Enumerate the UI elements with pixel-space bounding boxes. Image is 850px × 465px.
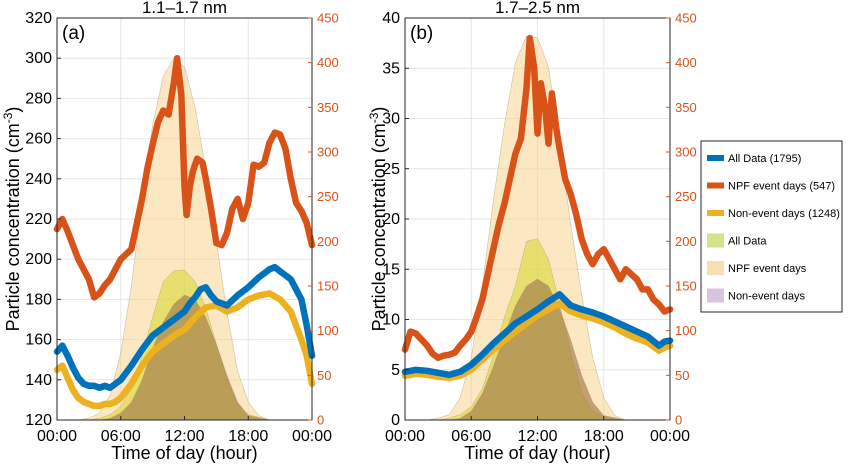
legend-label-npf-event-days-547-: NPF event days (547) [728,181,835,193]
legend-label-all-data-1795-: All Data (1795) [728,153,801,165]
panel-a: 120 140 160 180 200 220 240 260 280 300 320 0 50 100 1… [1,0,339,463]
y-tick-label-right: 0 [317,413,324,428]
x-tick-label: 00:00 [385,428,425,445]
panel-label: (b) [410,23,433,44]
y-tick-label-right: 400 [675,55,697,70]
y-tick-label-left: 0 [391,412,400,429]
legend-label-non-event-days: Non-event days [728,291,806,303]
y-tick-label-right: 400 [317,55,339,70]
legend-swatch-npf-event-days [707,261,724,275]
y-tick-label-right: 250 [675,189,697,204]
x-tick-label: 12:00 [517,428,557,445]
y-tick-label-left: 320 [25,10,52,27]
y-axis-label-superscript: -3 [1,112,15,123]
y-tick-label-right: 350 [675,100,697,115]
y-tick-label-right: 0 [675,413,682,428]
y-tick-label-left: 220 [25,211,52,228]
y-tick-label-left: 5 [391,362,400,379]
chart-title: 1.7–2.5 nm [495,0,580,17]
y-axis-label-text: Particle concentration (cm [3,123,23,331]
y-tick-label-right: 300 [675,145,697,160]
y-tick-label-right: 200 [675,234,697,249]
y-tick-label-left: 160 [25,332,52,349]
chart-title: 1.1–1.7 nm [142,0,227,17]
y-tick-label-right: 450 [675,11,697,26]
x-axis-label: Time of day (hour) [111,443,257,463]
y-tick-label-right: 50 [675,368,689,383]
y-tick-label-left: 120 [25,412,52,429]
legend-swatch-non-event-days [707,288,724,303]
y-axis-label-superscript: -3 [367,112,381,123]
y-axis-label-close: ) [3,107,23,113]
line-npf-event-days-547- [401,34,674,361]
y-tick-label-right: 100 [317,323,339,338]
y-tick-label-left: 260 [25,131,52,148]
x-tick-label: 18:00 [228,428,268,445]
y-tick-label-right: 250 [317,189,339,204]
area-non-event-days [405,278,670,421]
legend-swatch-all-data [707,233,724,248]
y-tick-label-left: 15 [382,261,400,278]
legend-label-non-event-days-1248-: Non-event days (1248) [728,208,840,220]
y-tick-label-right: 350 [317,100,339,115]
legend: All Data (1795) NPF event days (547) Non-e… [700,140,843,313]
panel-b: 0510152025303540050100150200250300350400… [367,0,697,463]
x-tick-label: 00:00 [37,428,77,445]
y-tick-label-left: 40 [382,10,400,27]
line-all-data-1795- [53,263,316,392]
x-tick-label: 06:00 [101,428,141,445]
y-tick-label-right: 300 [317,145,339,160]
y-tick-label-right: 50 [317,368,331,383]
y-tick-label-left: 180 [25,291,52,308]
x-tick-label: 18:00 [584,428,624,445]
y-tick-label-left: 140 [25,372,52,389]
y-axis-label-text: Particle concentration (cm [369,123,389,331]
x-axis-label: Time of day (hour) [464,443,610,463]
y-axis-label: Particle concentration (cm-3) [367,107,389,332]
y-tick-label-left: 35 [382,60,400,77]
line-all-data-1795- [401,291,674,379]
y-tick-label-right: 100 [675,323,697,338]
legend-label-all-data: All Data [728,236,767,248]
y-tick-label-right: 150 [675,279,697,294]
y-tick-label-left: 280 [25,90,52,107]
y-tick-label-right: 150 [317,279,339,294]
y-tick-label-left: 300 [25,50,52,67]
x-tick-label: 06:00 [451,428,491,445]
x-tick-label: 00:00 [292,428,332,445]
x-tick-label: 00:00 [650,428,690,445]
legend-label-npf-event-days: NPF event days [728,263,807,275]
line-non-event-days-1248- [53,290,316,410]
y-tick-label-left: 30 [382,111,400,128]
panel-label: (a) [62,23,85,44]
y-tick-label-left: 200 [25,251,52,268]
y-tick-label-right: 200 [317,234,339,249]
x-tick-label: 12:00 [164,428,204,445]
line-npf-event-days-547- [53,54,316,301]
y-axis-label-close: ) [369,107,389,113]
legend-box [700,140,843,313]
y-tick-label-right: 450 [317,11,339,26]
y-tick-label-left: 10 [382,312,400,329]
y-tick-label-left: 25 [382,161,400,178]
y-tick-label-left: 20 [382,211,400,228]
y-tick-label-left: 240 [25,171,52,188]
area-non-event-days [57,294,312,421]
y-axis-label: Particle concentration (cm-3) [1,107,23,332]
